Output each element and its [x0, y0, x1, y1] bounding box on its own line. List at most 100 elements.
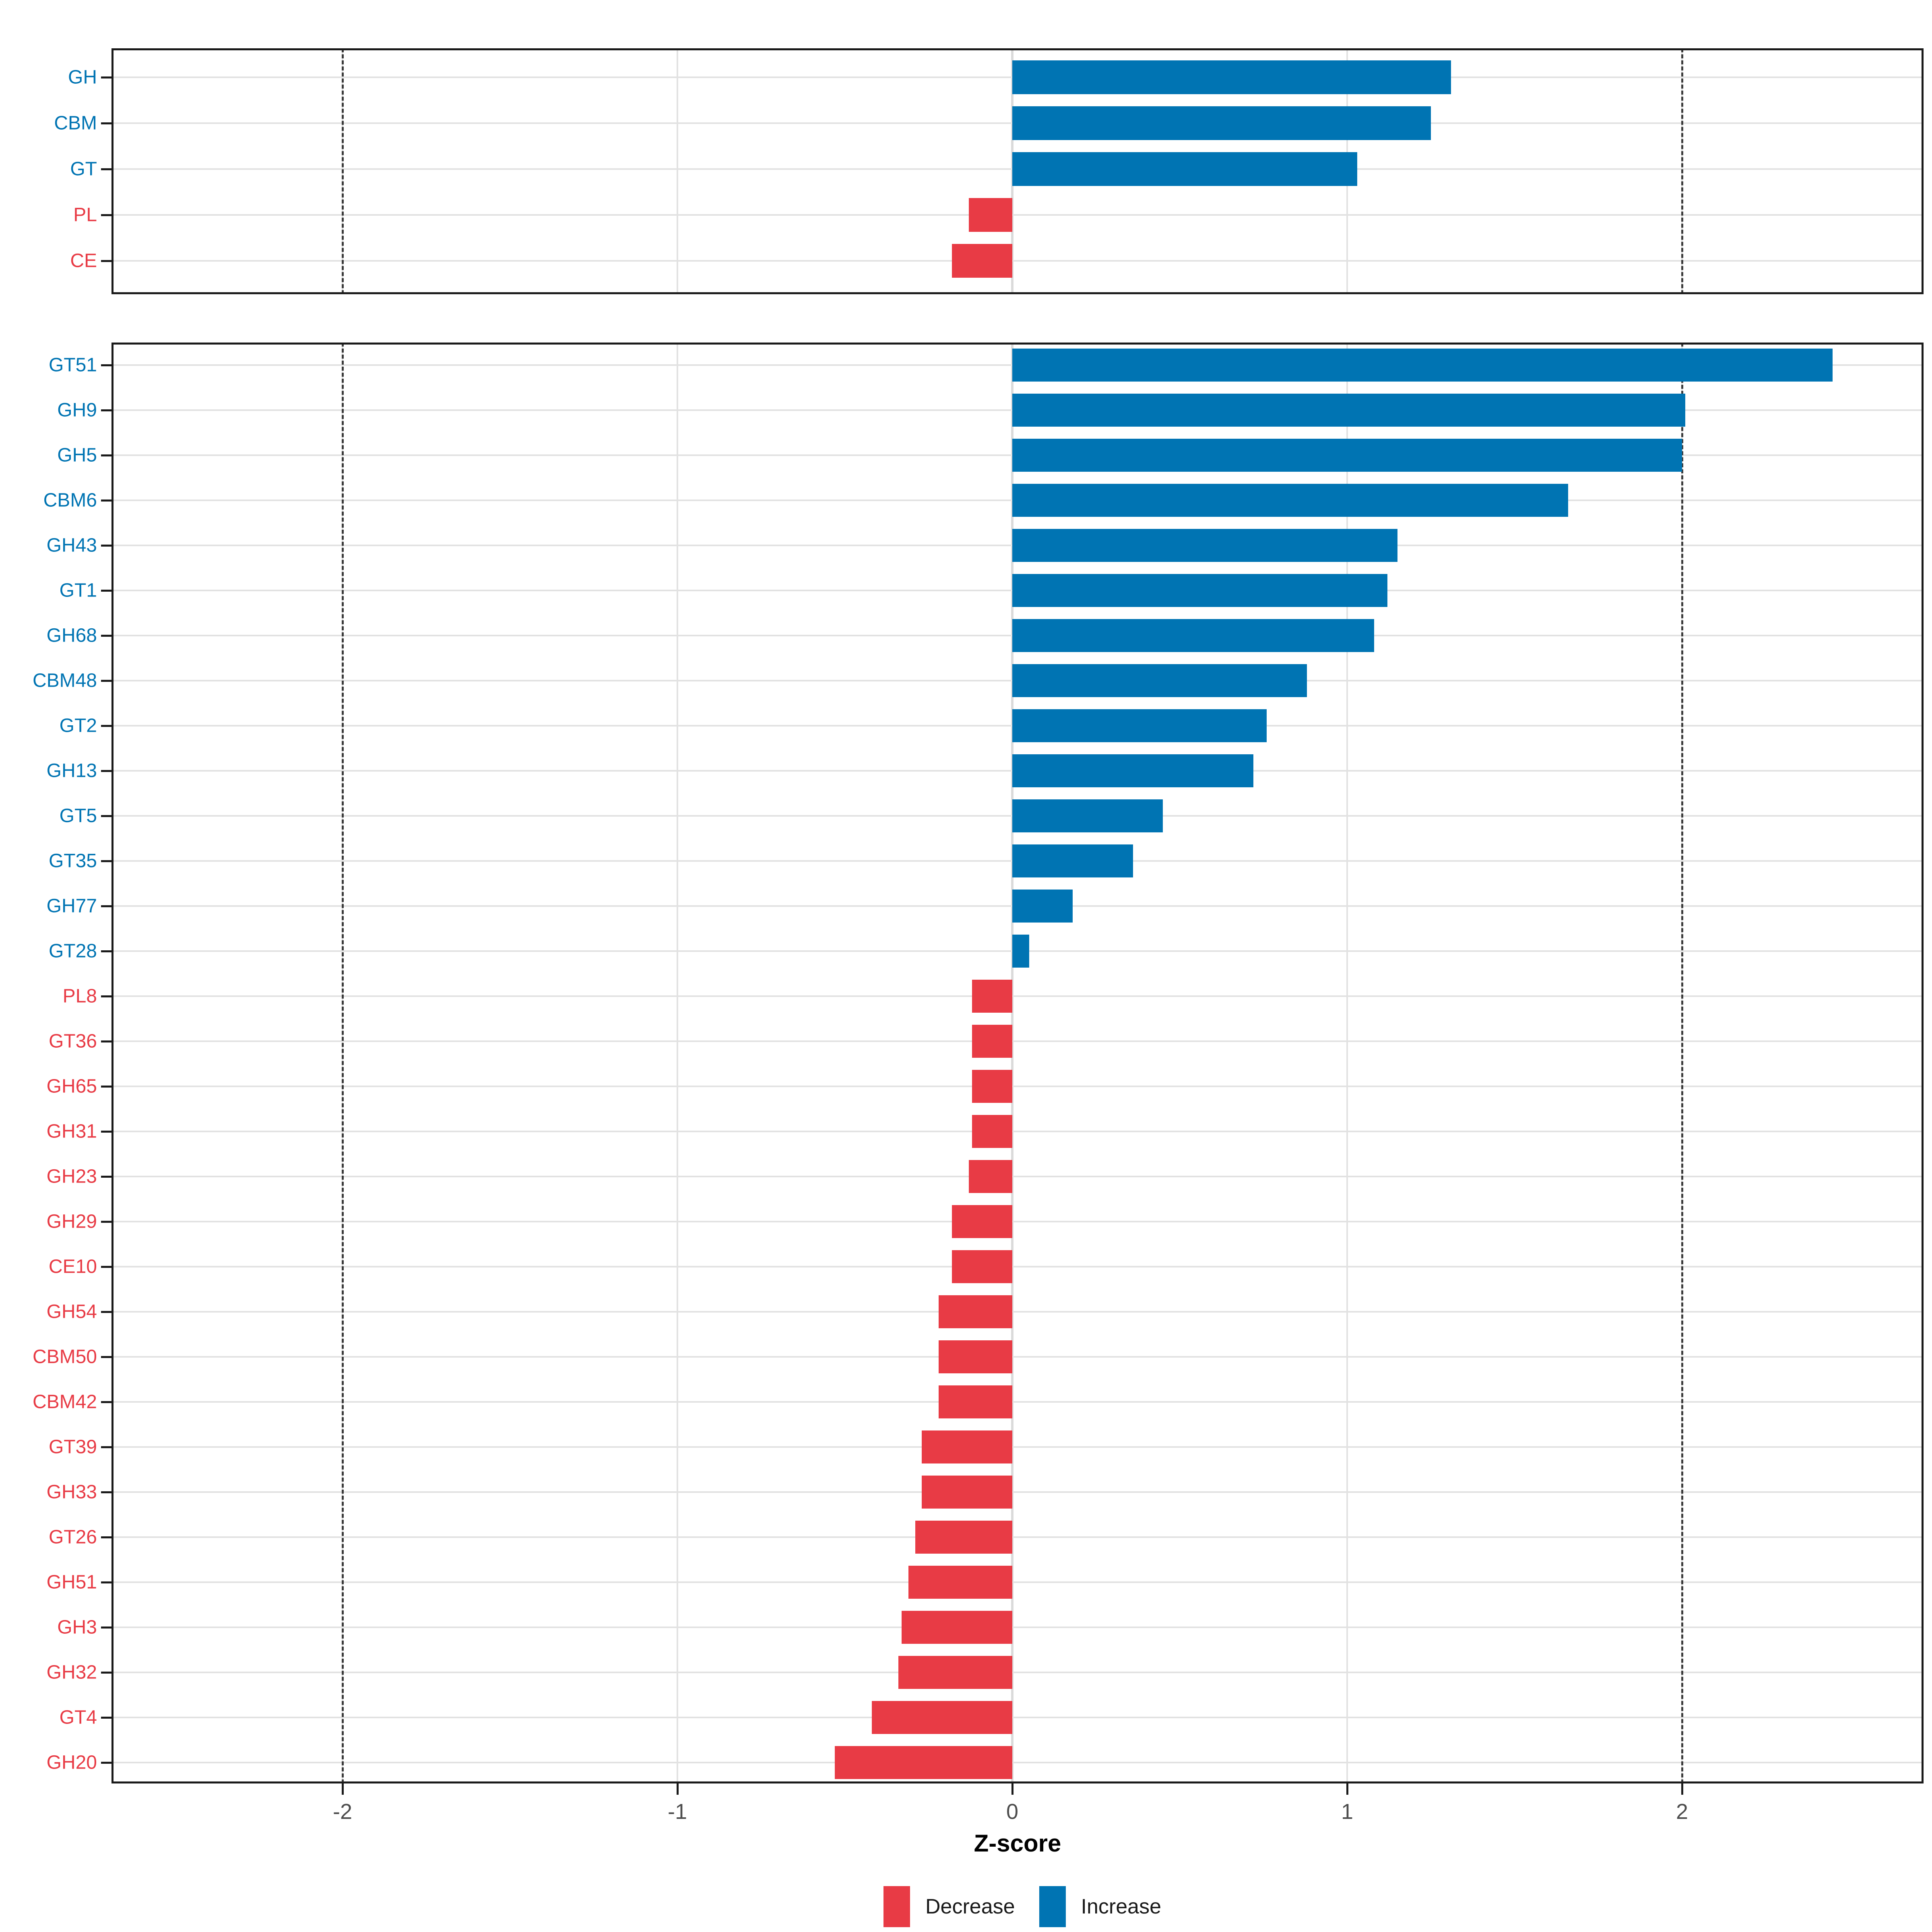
bar-GH — [1012, 60, 1451, 94]
legend: Decrease Increase — [883, 1886, 1161, 1927]
y-label-GT36: GT36 — [48, 1030, 97, 1052]
dashed-reference-line — [1681, 343, 1683, 1783]
bar-GT — [1012, 152, 1357, 186]
horizontal-gridline — [111, 1672, 1924, 1673]
bar-GH33 — [922, 1476, 1012, 1509]
y-axis-tick — [101, 260, 111, 262]
bar-GT2 — [1012, 709, 1267, 742]
increase-color-swatch — [1039, 1886, 1066, 1927]
y-label-GH29: GH29 — [46, 1211, 97, 1232]
y-label-GT: GT — [70, 158, 97, 180]
bar-GT5 — [1012, 799, 1163, 832]
bar-GH3 — [902, 1611, 1012, 1644]
y-axis-tick — [101, 454, 111, 456]
y-label-GH3: GH3 — [57, 1616, 97, 1638]
horizontal-gridline — [111, 1356, 1924, 1358]
y-axis-tick — [101, 1221, 111, 1223]
x-axis-tick — [1346, 1783, 1348, 1795]
y-axis-tick — [101, 635, 111, 637]
vertical-gridline — [1011, 343, 1013, 1783]
bar-GT39 — [922, 1430, 1012, 1463]
y-label-GH65: GH65 — [46, 1075, 97, 1097]
bar-GT28 — [1012, 935, 1029, 968]
y-axis-tick — [101, 1672, 111, 1674]
x-tick-label: -2 — [332, 1800, 353, 1824]
vertical-gridline — [677, 343, 678, 1783]
bar-GH29 — [952, 1205, 1012, 1238]
bar-GH13 — [1012, 754, 1254, 787]
y-label-GH33: GH33 — [46, 1481, 97, 1503]
y-axis-tick — [101, 590, 111, 592]
y-label-CBM6: CBM6 — [43, 489, 97, 511]
horizontal-gridline — [111, 1266, 1924, 1267]
y-label-GT39: GT39 — [48, 1436, 97, 1458]
x-axis-tick — [1681, 1783, 1683, 1795]
y-label-GT28: GT28 — [48, 940, 97, 962]
y-label-GT26: GT26 — [48, 1526, 97, 1548]
y-axis-tick — [101, 905, 111, 907]
bar-GT26 — [915, 1521, 1012, 1554]
horizontal-gridline — [111, 1086, 1924, 1087]
y-axis-tick — [101, 950, 111, 952]
y-label-GH: GH — [68, 66, 97, 88]
dashed-reference-line — [342, 48, 344, 294]
bar-GH32 — [898, 1656, 1012, 1689]
vertical-gridline — [1346, 343, 1348, 1783]
y-label-CBM: CBM — [54, 112, 97, 134]
vertical-gridline — [677, 48, 678, 294]
y-label-GH68: GH68 — [46, 625, 97, 646]
y-label-GH32: GH32 — [46, 1662, 97, 1683]
x-axis-tick — [1011, 1783, 1013, 1795]
y-label-GH31: GH31 — [46, 1121, 97, 1142]
dashed-reference-line — [1681, 48, 1683, 294]
y-label-GT1: GT1 — [59, 580, 97, 601]
bar-GT1 — [1012, 574, 1387, 607]
bar-CBM — [1012, 106, 1431, 140]
y-axis-tick — [101, 995, 111, 997]
y-axis-tick — [101, 1491, 111, 1493]
horizontal-gridline — [111, 1491, 1924, 1493]
y-label-GT4: GT4 — [59, 1707, 97, 1728]
horizontal-gridline — [111, 1446, 1924, 1448]
bar-CE10 — [952, 1250, 1012, 1283]
bar-CBM50 — [938, 1340, 1012, 1373]
y-axis-tick — [101, 815, 111, 817]
y-axis-tick — [101, 214, 111, 216]
x-axis-tick — [677, 1783, 679, 1795]
y-axis-tick — [101, 168, 111, 170]
y-label-GH9: GH9 — [57, 399, 97, 421]
y-axis-tick — [101, 1040, 111, 1042]
horizontal-gridline — [111, 1040, 1924, 1042]
y-label-CBM48: CBM48 — [32, 670, 97, 691]
horizontal-gridline — [111, 1176, 1924, 1177]
legend-label-decrease: Decrease — [925, 1895, 1015, 1918]
y-axis-tick — [101, 122, 111, 124]
bar-GT4 — [871, 1701, 1012, 1734]
y-label-CBM50: CBM50 — [32, 1346, 97, 1368]
y-label-CE10: CE10 — [48, 1256, 97, 1278]
y-axis-tick — [101, 1536, 111, 1538]
horizontal-gridline — [111, 995, 1924, 997]
legend-label-increase: Increase — [1081, 1895, 1162, 1918]
horizontal-gridline — [111, 1581, 1924, 1583]
y-label-GH5: GH5 — [57, 444, 97, 466]
y-axis-tick — [101, 1717, 111, 1719]
bar-GH43 — [1012, 529, 1397, 562]
horizontal-gridline — [111, 1131, 1924, 1132]
y-axis-tick — [101, 1401, 111, 1403]
y-label-PL: PL — [73, 204, 97, 226]
y-axis-tick — [101, 1131, 111, 1133]
y-axis-tick — [101, 1446, 111, 1448]
horizontal-gridline — [111, 1536, 1924, 1538]
y-axis-tick — [101, 1762, 111, 1764]
bar-CBM42 — [938, 1385, 1012, 1418]
x-axis-tick — [342, 1783, 344, 1795]
bar-CBM6 — [1012, 484, 1569, 517]
y-label-GT5: GT5 — [59, 805, 97, 827]
y-axis-tick — [101, 409, 111, 411]
y-label-GH43: GH43 — [46, 535, 97, 556]
bar-GT35 — [1012, 844, 1133, 877]
y-axis-tick — [101, 860, 111, 862]
bar-GH54 — [938, 1295, 1012, 1328]
y-axis-tick — [101, 680, 111, 682]
